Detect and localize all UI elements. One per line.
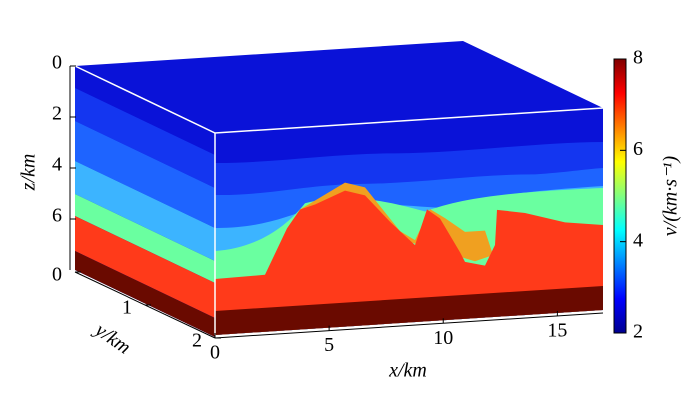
z-tick-label: 6 bbox=[52, 205, 62, 227]
z-tick-label: 0 bbox=[52, 52, 62, 74]
x-tick-label: 15 bbox=[547, 320, 567, 342]
left-face bbox=[75, 66, 215, 337]
colorbar-tick-label: 4 bbox=[633, 229, 643, 251]
colorbar-tick-label: 6 bbox=[633, 138, 643, 160]
y-axis-label: y/km bbox=[89, 318, 134, 359]
front-face bbox=[215, 107, 603, 335]
x-tick-label: 5 bbox=[324, 334, 334, 356]
y-tick-label: 0 bbox=[52, 264, 62, 286]
colorbar-label: v/(km·s⁻¹) bbox=[660, 155, 682, 236]
y-tick-label: 2 bbox=[192, 330, 202, 352]
x-tick-label: 10 bbox=[433, 327, 453, 349]
x-axis-label: x/km bbox=[388, 360, 427, 382]
z-tick-label: 4 bbox=[52, 154, 62, 176]
x-tick-label: 0 bbox=[210, 342, 220, 364]
z-axis-label: z/km bbox=[18, 154, 40, 192]
z-tick-label: 2 bbox=[52, 103, 62, 125]
x-axis bbox=[214, 312, 604, 339]
colorbar-tick-label: 8 bbox=[633, 47, 643, 69]
colorbar bbox=[613, 58, 627, 334]
top-face bbox=[75, 41, 603, 133]
y-tick-label: 1 bbox=[122, 297, 132, 319]
colorbar-tick-label: 2 bbox=[633, 321, 643, 343]
